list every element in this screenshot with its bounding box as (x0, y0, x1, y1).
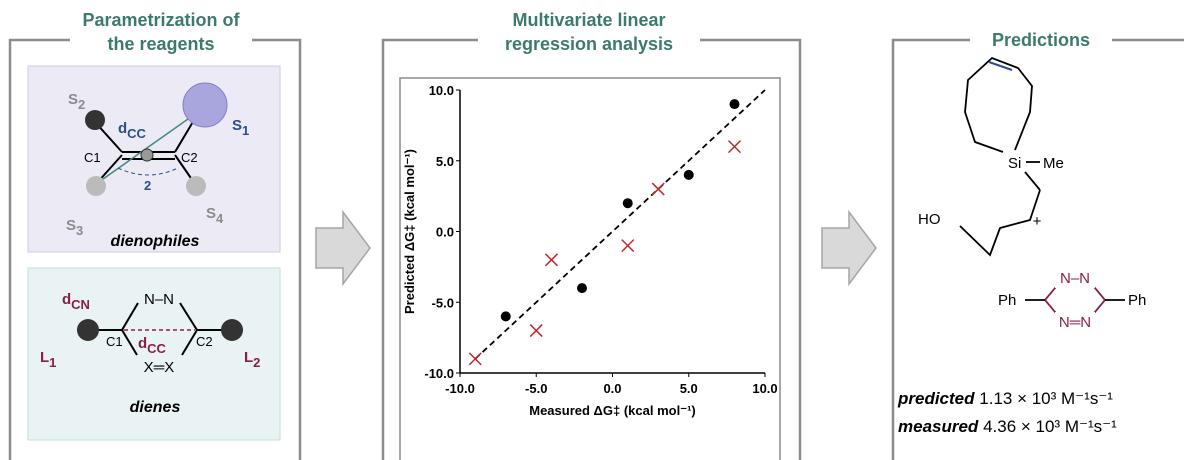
point (468, 352, 482, 366)
x-tick-label: -10.0 (445, 381, 475, 396)
silane-structure (959, 56, 1125, 319)
label: 3 (76, 223, 83, 238)
label: S (68, 91, 78, 108)
label: 1 (242, 123, 249, 138)
dienophile-structure (85, 82, 228, 196)
y-tick-label: -5.0 (432, 295, 454, 310)
label: CC (147, 341, 166, 356)
point (729, 99, 740, 110)
label: L (244, 349, 253, 366)
y-tick-label: 5.0 (436, 154, 454, 169)
y-tick-label: 0.0 (436, 225, 454, 240)
label: 2 (253, 355, 260, 370)
label: Si (1008, 155, 1021, 172)
label: CC (127, 126, 146, 141)
point (529, 324, 543, 338)
mask (1055, 268, 1095, 288)
label: 2 (144, 178, 151, 193)
point (544, 253, 559, 267)
label: predicted (897, 389, 975, 408)
ball (221, 319, 243, 341)
point (727, 140, 742, 154)
panel-title: Multivariate linear regression analysis (478, 8, 700, 56)
x-tick-label: 5.0 (680, 381, 698, 396)
label: L (40, 349, 49, 366)
label: 1 (49, 355, 56, 370)
label: S (206, 205, 216, 222)
ball (77, 319, 99, 341)
point (622, 198, 633, 209)
label: d (138, 335, 147, 352)
svg-text:L2: L2 (244, 349, 260, 370)
arrows (315, 209, 877, 287)
svg-text:S3: S3 (66, 217, 83, 238)
point (651, 182, 665, 196)
diene-box (27, 267, 281, 441)
label: d (118, 120, 127, 137)
svg-text:L1: L1 (40, 349, 56, 370)
point (621, 239, 635, 253)
point (500, 311, 511, 322)
svg-text:dCC: dCC (138, 335, 167, 356)
caption: dienes (130, 399, 181, 416)
chart-frame (399, 77, 781, 460)
x-tick-label: 10.0 (752, 381, 777, 396)
y-tick-label: 10.0 (429, 83, 454, 98)
y-axis-label: Predicted ΔG‡ (kcal mol⁻¹) (402, 149, 417, 314)
panel-title: Predictions (970, 28, 1112, 52)
chart: -10.0 -5.0 0.0 5.0 10.0 -10.0 -5.0 0.0 5.0 10.0 Me… (402, 83, 778, 418)
x-tick-label: 0.0 (603, 381, 621, 396)
label: N–N (144, 291, 174, 308)
y-tick-label: -10.0 (424, 366, 454, 381)
x-axis-label: Measured ΔG‡ (kcal mol⁻¹) (529, 403, 695, 418)
label: Ph (1128, 292, 1146, 309)
label: d (62, 291, 71, 308)
svg-text:S2: S2 (68, 91, 85, 112)
label: C2 (181, 150, 198, 165)
label: + (1033, 213, 1042, 230)
label: S (66, 217, 76, 234)
label: measured (898, 417, 979, 436)
value: 4.36 × 10³ M⁻¹s⁻¹ (983, 417, 1117, 436)
label: C1 (106, 334, 123, 349)
svg-text:dCN: dCN (62, 291, 90, 312)
svg-text:predicted 1.13 × 10³ M⁻¹s⁻¹: predicted 1.13 × 10³ M⁻¹s⁻¹ (897, 389, 1113, 408)
point (683, 169, 694, 180)
mask (1055, 312, 1095, 332)
label: 2 (78, 97, 85, 112)
svg-text:measured 4.36 × 10³ M⁻¹s⁻¹: measured 4.36 × 10³ M⁻¹s⁻¹ (898, 417, 1117, 436)
label: X═X (144, 359, 175, 376)
caption: dienophiles (111, 233, 200, 250)
label: S (232, 117, 242, 134)
panel-title: Parametrization of the reagents (70, 8, 252, 56)
x-tick-label: -5.0 (525, 381, 547, 396)
svg-text:S4: S4 (206, 205, 224, 226)
label: 4 (216, 211, 224, 226)
label: Me (1043, 155, 1064, 172)
svg-text:dCC: dCC (118, 120, 147, 141)
point (577, 283, 587, 294)
svg-text:S1: S1 (232, 117, 249, 138)
fit-line (474, 89, 766, 360)
label: C1 (84, 150, 101, 165)
label: Ph (998, 292, 1016, 309)
label: N═N (1059, 314, 1091, 331)
label: N–N (1060, 270, 1090, 287)
value: 1.13 × 10³ M⁻¹s⁻¹ (979, 389, 1113, 408)
label: C2 (196, 334, 213, 349)
label: CN (71, 297, 90, 312)
label: HO (918, 211, 941, 228)
